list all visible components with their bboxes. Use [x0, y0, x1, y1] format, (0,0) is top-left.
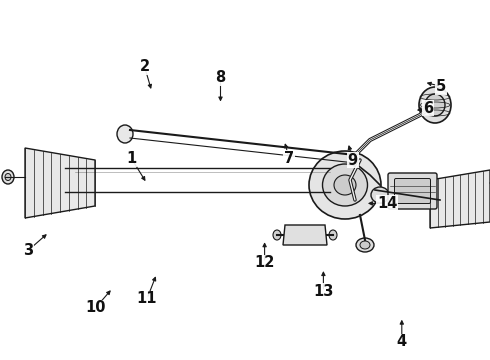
Text: 4: 4: [397, 334, 407, 350]
Text: 13: 13: [313, 284, 334, 299]
Text: 7: 7: [284, 151, 294, 166]
FancyBboxPatch shape: [394, 179, 431, 203]
Ellipse shape: [360, 241, 370, 249]
Ellipse shape: [329, 230, 337, 240]
Ellipse shape: [419, 87, 451, 123]
Text: 5: 5: [436, 79, 446, 94]
Ellipse shape: [273, 230, 281, 240]
Text: 1: 1: [126, 151, 136, 166]
Polygon shape: [430, 170, 490, 228]
Text: 6: 6: [423, 100, 433, 116]
Ellipse shape: [356, 238, 374, 252]
Ellipse shape: [334, 175, 356, 195]
Ellipse shape: [117, 125, 133, 143]
Ellipse shape: [2, 170, 14, 184]
Polygon shape: [25, 148, 95, 218]
Ellipse shape: [322, 164, 368, 206]
Text: 14: 14: [377, 196, 397, 211]
Text: 12: 12: [254, 255, 275, 270]
Text: 8: 8: [216, 70, 225, 85]
Ellipse shape: [425, 94, 445, 116]
Text: 11: 11: [137, 291, 157, 306]
Text: 10: 10: [85, 300, 106, 315]
Polygon shape: [283, 225, 327, 245]
Ellipse shape: [371, 187, 389, 203]
Text: 9: 9: [348, 153, 358, 168]
Text: 3: 3: [24, 243, 33, 258]
Text: 2: 2: [140, 59, 149, 74]
FancyBboxPatch shape: [388, 173, 437, 209]
Ellipse shape: [60, 168, 70, 192]
Ellipse shape: [309, 151, 381, 219]
Ellipse shape: [5, 174, 11, 180]
